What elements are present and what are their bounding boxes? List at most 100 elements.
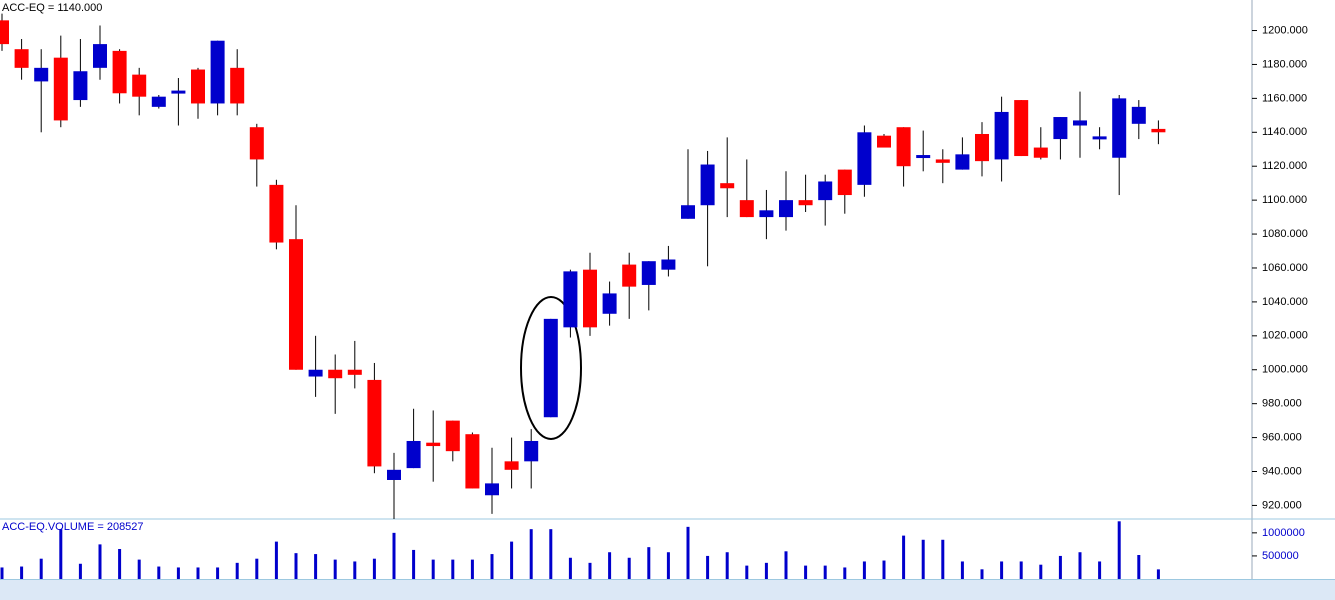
y-tick-label: 960.000 [1262,431,1302,443]
candle-body [485,483,499,496]
candle-body [0,20,9,45]
y-tick-label: 1180.000 [1262,58,1307,70]
candle-body [994,111,1009,160]
candle-body [563,271,578,328]
volume-bar [941,539,945,579]
candle-body [112,50,127,94]
volume-bar [862,561,866,579]
candle-body [1014,100,1029,157]
candle-body [1073,120,1087,126]
candle-body [328,369,343,379]
volume-bar [921,539,925,579]
y-tick-label: 920.000 [1262,499,1302,511]
volume-bar [804,565,808,579]
y-tick-label: 1000000 [1262,527,1305,539]
candle-body [445,420,460,452]
volume-bar [235,562,239,579]
y-tick-label: 1060.000 [1262,262,1308,274]
volume-bar [431,559,435,579]
volume-bar [745,565,749,579]
y-tick-label: 1160.000 [1262,92,1307,104]
volume-bar [1117,521,1121,579]
candle-body [935,159,950,163]
candle-body [1033,147,1048,158]
volume-bar [1019,561,1023,579]
candle-body [308,369,323,377]
volume-bar [510,541,514,579]
volume-bar [118,549,122,579]
volume-bar [176,567,180,579]
candle-body [798,200,813,206]
candle-body [661,259,676,270]
candle-body [191,69,205,104]
volume-bar [549,529,553,579]
volume-bar [274,541,278,579]
volume-bar [1098,561,1102,579]
volume-bar [1000,561,1004,579]
volume-bar [216,567,220,579]
volume-bar [59,529,63,579]
candle-body [387,469,401,480]
y-tick-label: 1200.000 [1262,24,1308,36]
volume-bar [353,561,357,579]
volume-bar [196,567,200,579]
candle-body [583,269,597,328]
candle-body [171,90,186,94]
y-tick-label: 1020.000 [1262,330,1308,342]
volume-bar [0,567,4,579]
y-tick-label: 980.000 [1262,398,1302,410]
volume-bar [1078,552,1082,579]
volume-bar [960,561,964,579]
candle-body [210,40,225,104]
volume-bar [902,535,906,579]
candle-body [955,154,970,170]
candle-body [289,239,303,370]
volume-bar [568,557,572,579]
candle-body [465,434,480,489]
candle-body [367,379,382,467]
y-tick-label: 1080.000 [1262,228,1308,240]
highlight-ellipse [520,296,582,440]
candle-body [975,133,989,162]
candle-body [269,184,284,243]
volume-title: ACC-EQ.VOLUME = 208527 [2,521,144,533]
candle-body [622,264,637,287]
volume-bar [412,549,416,579]
volume-bar [1137,555,1141,579]
candle-body [504,461,519,470]
volume-bar [1156,569,1160,579]
candle-body [857,132,872,185]
candle-body [681,205,695,219]
price-title: ACC-EQ = 1140.000 [2,2,102,14]
volume-bar [882,560,886,579]
volume-bar [843,567,847,579]
candle-body [602,293,617,314]
candle-body [1053,117,1068,140]
volume-bar [78,563,82,579]
candle-body [896,127,911,167]
y-tick-label: 1120.000 [1262,160,1307,172]
y-tick-label: 500000 [1262,550,1299,562]
volume-bar [157,566,161,579]
candle-body [720,183,735,189]
candle-body [249,127,264,160]
candle-body [759,210,774,218]
candle-body [877,135,891,148]
volume-bar [706,555,710,579]
volume-bar [980,569,984,579]
volume-bar [588,562,592,579]
volume-bar [372,558,376,579]
y-tick-label: 940.000 [1262,465,1302,477]
volume-bar [392,532,396,579]
candle-body [779,200,793,218]
candle-body [739,200,754,218]
y-tick-label: 1000.000 [1262,364,1308,376]
candle-body [132,74,147,97]
volume-bar [529,529,533,579]
candle-body [406,440,421,469]
volume-bar [20,566,24,579]
candle-body [53,57,68,121]
candle-body [230,67,245,104]
volume-bar [294,553,298,579]
